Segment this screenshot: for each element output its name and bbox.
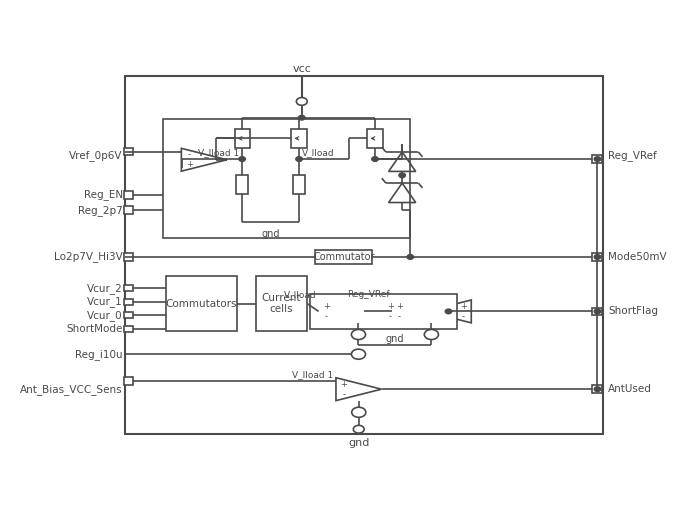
Text: -: - bbox=[462, 312, 465, 321]
Text: AntUsed: AntUsed bbox=[608, 384, 652, 394]
Text: V_Iload: V_Iload bbox=[284, 290, 317, 299]
Circle shape bbox=[594, 157, 601, 162]
Bar bbox=[293, 175, 305, 194]
Text: Reg_VRef: Reg_VRef bbox=[608, 150, 657, 161]
Bar bbox=[163, 119, 410, 237]
Text: Ant_Bias_VCC_Sens: Ant_Bias_VCC_Sens bbox=[20, 384, 122, 394]
Text: Reg_i10u: Reg_i10u bbox=[75, 349, 122, 360]
Bar bbox=[592, 308, 602, 315]
Circle shape bbox=[424, 329, 438, 339]
Bar bbox=[125, 326, 133, 332]
Bar bbox=[125, 298, 133, 305]
Circle shape bbox=[351, 349, 365, 359]
Bar bbox=[311, 294, 456, 329]
Text: -: - bbox=[389, 312, 392, 321]
Circle shape bbox=[407, 255, 414, 259]
Text: +: + bbox=[186, 161, 193, 169]
Text: Reg_VRef: Reg_VRef bbox=[347, 290, 390, 299]
Text: vcc: vcc bbox=[293, 64, 312, 74]
Bar bbox=[592, 253, 602, 261]
Bar bbox=[368, 129, 383, 148]
Bar bbox=[256, 276, 307, 331]
Text: ShortMode: ShortMode bbox=[66, 324, 122, 334]
Text: -: - bbox=[342, 390, 345, 399]
Circle shape bbox=[351, 407, 366, 417]
Circle shape bbox=[239, 157, 246, 162]
Bar bbox=[125, 285, 133, 291]
Text: +: + bbox=[396, 302, 403, 311]
Circle shape bbox=[354, 425, 364, 433]
Bar bbox=[592, 155, 602, 163]
Text: ShortFlag: ShortFlag bbox=[608, 307, 658, 317]
Circle shape bbox=[445, 309, 452, 314]
Circle shape bbox=[296, 97, 307, 106]
Bar bbox=[234, 129, 250, 148]
Text: Commutator: Commutator bbox=[313, 252, 375, 262]
Bar bbox=[125, 191, 133, 198]
Text: -: - bbox=[325, 312, 328, 321]
Text: Mode50mV: Mode50mV bbox=[608, 252, 667, 262]
Bar bbox=[125, 253, 133, 261]
Bar bbox=[125, 76, 603, 434]
Text: Vcur_2: Vcur_2 bbox=[87, 283, 122, 293]
Bar bbox=[125, 147, 133, 156]
Bar bbox=[125, 207, 133, 214]
Text: +: + bbox=[340, 380, 347, 388]
Bar bbox=[125, 377, 133, 385]
Circle shape bbox=[296, 157, 302, 162]
Text: +: + bbox=[387, 302, 394, 311]
Text: -: - bbox=[398, 312, 401, 321]
Bar bbox=[315, 250, 372, 264]
Circle shape bbox=[298, 115, 305, 120]
Text: -: - bbox=[188, 150, 191, 159]
Bar bbox=[166, 276, 237, 331]
Text: V_Iload 1: V_Iload 1 bbox=[292, 370, 333, 379]
Bar bbox=[125, 312, 133, 319]
Circle shape bbox=[594, 255, 601, 259]
Bar bbox=[291, 129, 307, 148]
Text: gnd: gnd bbox=[348, 438, 370, 448]
Circle shape bbox=[594, 309, 601, 314]
Text: Vref_0p6V: Vref_0p6V bbox=[69, 150, 122, 161]
Text: +: + bbox=[323, 302, 330, 311]
Text: Vcur_0: Vcur_0 bbox=[87, 310, 122, 321]
Circle shape bbox=[372, 157, 378, 162]
Text: V_Iload 1: V_Iload 1 bbox=[198, 148, 239, 157]
Text: Reg_2p7: Reg_2p7 bbox=[78, 205, 122, 216]
Circle shape bbox=[594, 387, 601, 391]
Text: gnd: gnd bbox=[261, 229, 280, 239]
Text: Lo2p7V_Hi3V: Lo2p7V_Hi3V bbox=[54, 251, 122, 263]
Circle shape bbox=[399, 173, 405, 178]
Bar bbox=[592, 385, 602, 393]
Text: Current
cells: Current cells bbox=[262, 293, 301, 315]
Text: Commutators: Commutators bbox=[166, 298, 237, 309]
Text: Vcur_1: Vcur_1 bbox=[87, 296, 122, 307]
Circle shape bbox=[351, 329, 365, 339]
Text: gnd: gnd bbox=[386, 334, 404, 344]
Bar bbox=[236, 175, 248, 194]
Text: V_Iload: V_Iload bbox=[302, 148, 335, 157]
Text: Reg_EN: Reg_EN bbox=[83, 189, 122, 200]
Text: +: + bbox=[460, 302, 467, 311]
